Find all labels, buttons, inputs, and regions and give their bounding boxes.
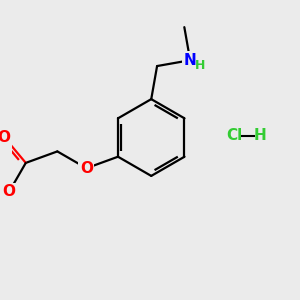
Text: H: H: [253, 128, 266, 143]
Text: H: H: [195, 58, 205, 71]
Text: O: O: [80, 161, 93, 176]
Text: O: O: [0, 130, 11, 145]
Text: Cl: Cl: [226, 128, 243, 143]
Text: N: N: [184, 53, 197, 68]
Text: O: O: [2, 184, 16, 200]
